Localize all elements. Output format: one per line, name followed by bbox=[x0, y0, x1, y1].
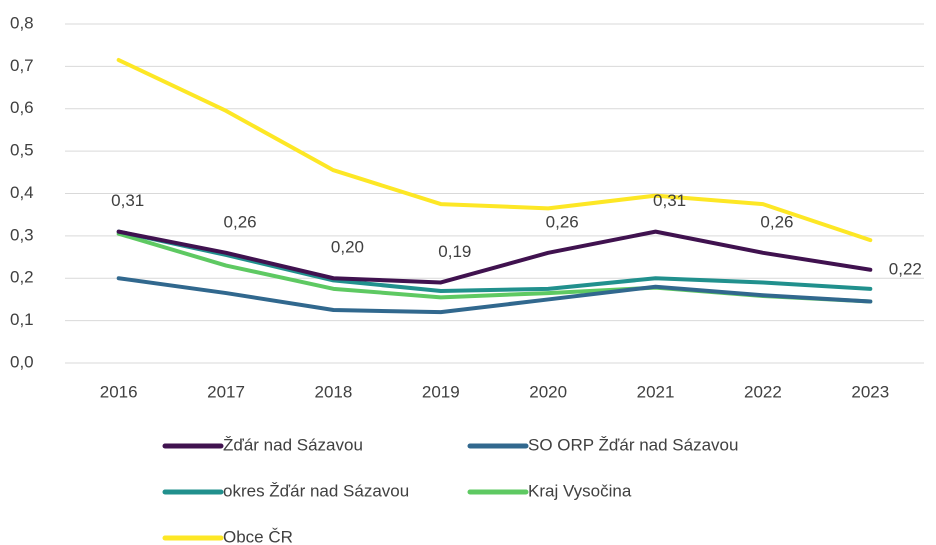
legend-label: Obce ČR bbox=[223, 527, 293, 545]
y-tick-label: 0,1 bbox=[10, 310, 34, 329]
data-label: 0,22 bbox=[889, 259, 922, 278]
data-label: 0,31 bbox=[653, 191, 686, 210]
data-label: 0,26 bbox=[224, 212, 257, 231]
legend-label: Kraj Vysočina bbox=[528, 481, 632, 500]
y-tick-label: 0,8 bbox=[10, 13, 34, 32]
x-tick-label: 2021 bbox=[637, 382, 675, 401]
x-tick-label: 2018 bbox=[315, 382, 353, 401]
data-label: 0,26 bbox=[760, 212, 793, 231]
data-label: 0,31 bbox=[111, 191, 144, 210]
x-tick-label: 2020 bbox=[529, 382, 567, 401]
series-line bbox=[116, 229, 873, 285]
legend-label: okres Žďár nad Sázavou bbox=[223, 481, 409, 500]
y-tick-label: 0,5 bbox=[10, 141, 34, 160]
x-tick-label: 2019 bbox=[422, 382, 460, 401]
series-line bbox=[116, 58, 873, 243]
data-label: 0,26 bbox=[546, 212, 579, 231]
y-tick-label: 0,0 bbox=[10, 352, 34, 371]
series-line bbox=[116, 229, 873, 293]
y-tick-label: 0,4 bbox=[10, 183, 34, 202]
data-label: 0,20 bbox=[331, 238, 364, 257]
legend-label: SO ORP Žďár nad Sázavou bbox=[528, 435, 738, 454]
x-tick-label: 2023 bbox=[851, 382, 889, 401]
x-tick-label: 2017 bbox=[207, 382, 245, 401]
y-tick-label: 0,7 bbox=[10, 56, 34, 75]
legend-label: Žďár nad Sázavou bbox=[223, 435, 363, 454]
x-tick-label: 2022 bbox=[744, 382, 782, 401]
y-tick-label: 0,6 bbox=[10, 98, 34, 117]
series-line bbox=[116, 276, 873, 315]
y-tick-label: 0,2 bbox=[10, 268, 34, 287]
data-label: 0,19 bbox=[438, 242, 471, 261]
y-tick-label: 0,3 bbox=[10, 225, 34, 244]
x-tick-label: 2016 bbox=[100, 382, 138, 401]
